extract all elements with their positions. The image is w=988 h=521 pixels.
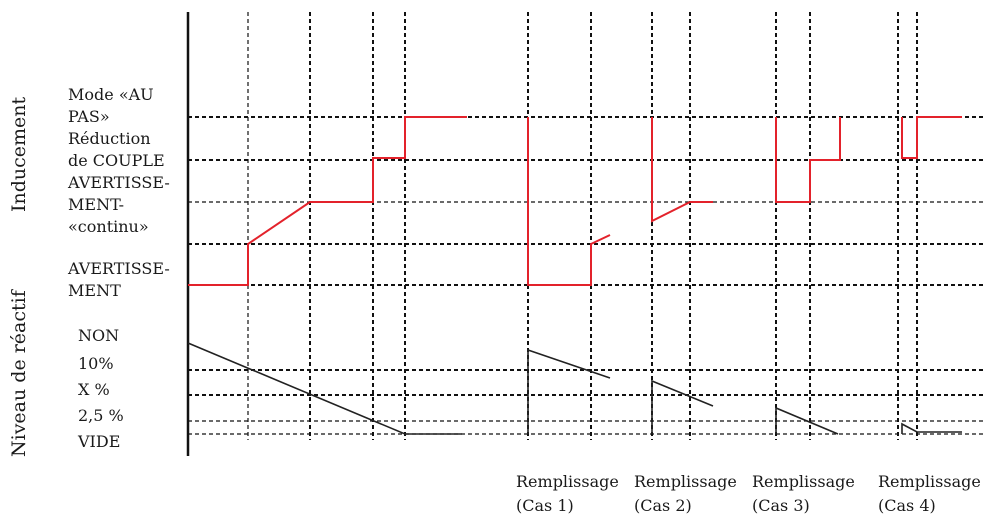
refill-title: Remplissage <box>516 472 619 491</box>
refill-case: (Cas 2) <box>634 496 692 515</box>
label-reduction-couple: Réduction de COUPLE <box>68 128 165 172</box>
time-markers <box>247 12 918 440</box>
reagent-guides <box>188 369 985 435</box>
refill-caption-case1: Remplissage (Cas 1) <box>516 470 619 518</box>
inducement-trace-main <box>188 116 467 286</box>
inducement-axis-title: Inducement <box>8 96 30 212</box>
label-line: AVERTISSE- <box>68 259 170 278</box>
label-mode-au-pas: Mode «AU PAS» <box>68 84 154 128</box>
reagent-level-non: NON <box>78 326 120 345</box>
reagent-level-vide: VIDE <box>78 432 121 451</box>
reagent-trace-case3 <box>775 406 839 435</box>
inducement-traces <box>188 116 962 286</box>
inducement-trace-case2 <box>651 117 713 223</box>
label-avertissement-continu: AVERTISSE- MENT- «continu» <box>68 172 170 238</box>
refill-caption-case3: Remplissage (Cas 3) <box>752 470 855 518</box>
inducement-trace-case1 <box>527 117 611 286</box>
reagent-level-10: 10% <box>78 354 114 373</box>
refill-case: (Cas 1) <box>516 496 574 515</box>
label-line: «continu» <box>68 217 149 236</box>
refill-caption-case2: Remplissage (Cas 2) <box>634 470 737 518</box>
reagent-trace-case2 <box>651 379 714 434</box>
label-line: AVERTISSE- <box>68 173 170 192</box>
reagent-traces <box>187 342 962 435</box>
refill-title: Remplissage <box>634 472 737 491</box>
reagent-axis-title: Niveau de réactif <box>8 290 30 457</box>
refill-caption-case4: Remplissage (Cas 4) <box>878 470 981 518</box>
inducement-trace-case4 <box>901 116 962 159</box>
reagent-trace-main <box>187 342 462 435</box>
label-avertissement: AVERTISSE- MENT <box>68 258 170 302</box>
refill-case: (Cas 4) <box>878 496 936 515</box>
label-line: de COUPLE <box>68 151 165 170</box>
label-line: PAS» <box>68 107 110 126</box>
reagent-level-2-5: 2,5 % <box>78 406 124 425</box>
inducement-trace-case3 <box>775 117 841 203</box>
refill-case: (Cas 3) <box>752 496 810 515</box>
label-line: Mode «AU <box>68 85 154 104</box>
reagent-trace-case4 <box>901 422 962 434</box>
refill-title: Remplissage <box>752 472 855 491</box>
reagent-level-x: X % <box>78 380 110 399</box>
refill-title: Remplissage <box>878 472 981 491</box>
label-line: Réduction <box>68 129 151 148</box>
inducement-guides <box>188 116 985 286</box>
reagent-trace-case1 <box>527 348 611 434</box>
label-line: MENT <box>68 281 121 300</box>
label-line: MENT- <box>68 195 125 214</box>
